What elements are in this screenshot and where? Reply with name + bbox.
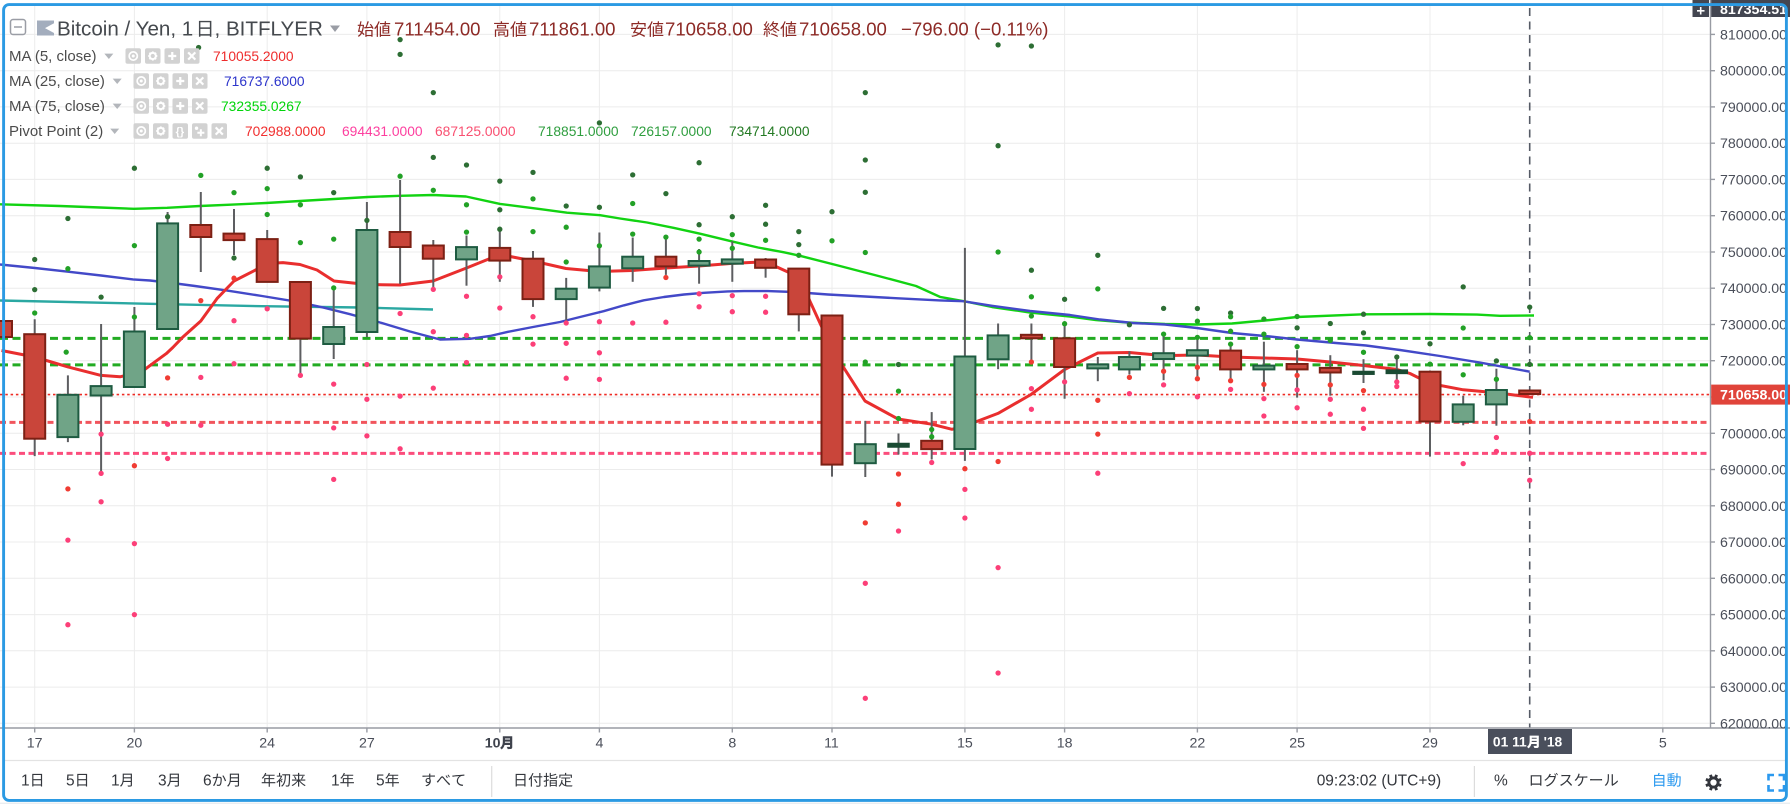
- svg-text:24: 24: [259, 736, 275, 752]
- svg-text:710055.2000: 710055.2000: [213, 49, 294, 64]
- svg-text:3: 3: [158, 773, 167, 790]
- svg-text:15: 15: [957, 736, 973, 752]
- svg-text:760000.00: 760000.00: [1720, 209, 1787, 225]
- svg-text:5: 5: [1659, 736, 1667, 752]
- svg-text:718851.0000: 718851.0000: [538, 124, 619, 139]
- svg-text:687125.0000: 687125.0000: [435, 124, 516, 139]
- svg-text:10: 10: [485, 736, 501, 752]
- svg-text:730000.00: 730000.00: [1720, 318, 1787, 334]
- svg-text:−796.00 (−0.11%): −796.00 (−0.11%): [901, 19, 1048, 40]
- svg-text:29: 29: [1422, 736, 1438, 752]
- svg-text:Bitcoin / Yen, 1: Bitcoin / Yen, 1: [57, 18, 193, 41]
- svg-text:810000.00: 810000.00: [1720, 27, 1787, 43]
- svg-text:630000.00: 630000.00: [1720, 680, 1787, 696]
- svg-text:790000.00: 790000.00: [1720, 100, 1787, 116]
- svg-text:Pivot Point (2): Pivot Point (2): [9, 123, 103, 140]
- svg-text:694431.0000: 694431.0000: [342, 124, 423, 139]
- svg-text:%: %: [1494, 773, 1508, 790]
- svg-text:1: 1: [21, 773, 30, 790]
- svg-text:18: 18: [1057, 736, 1073, 752]
- svg-text:732355.0267: 732355.0267: [221, 99, 302, 114]
- svg-text:20: 20: [127, 736, 143, 752]
- svg-text:780000.00: 780000.00: [1720, 136, 1787, 152]
- svg-text:4: 4: [596, 736, 604, 752]
- svg-text:620000.00: 620000.00: [1720, 716, 1787, 732]
- svg-text:800000.00: 800000.00: [1720, 64, 1787, 80]
- svg-text:6: 6: [203, 773, 212, 790]
- svg-text:740000.00: 740000.00: [1720, 281, 1787, 297]
- svg-text:716737.6000: 716737.6000: [224, 74, 305, 89]
- svg-text:680000.00: 680000.00: [1720, 499, 1787, 515]
- svg-text:650000.00: 650000.00: [1720, 608, 1787, 624]
- svg-text:750000.00: 750000.00: [1720, 245, 1787, 261]
- svg-text:25: 25: [1289, 736, 1305, 752]
- svg-text:640000.00: 640000.00: [1720, 644, 1787, 660]
- svg-text:17: 17: [27, 736, 43, 752]
- svg-text:700000.00: 700000.00: [1720, 426, 1787, 442]
- svg-text:'18: '18: [1544, 735, 1563, 750]
- svg-text:711861.00: 711861.00: [529, 19, 616, 40]
- svg-text:MA (25, close): MA (25, close): [9, 73, 105, 90]
- svg-text:MA (5, close): MA (5, close): [9, 48, 97, 65]
- svg-text:1: 1: [111, 773, 120, 790]
- svg-text:670000.00: 670000.00: [1720, 535, 1787, 551]
- svg-text:8: 8: [728, 736, 736, 752]
- svg-text:22: 22: [1190, 736, 1206, 752]
- svg-text:27: 27: [359, 736, 375, 752]
- svg-text:770000.00: 770000.00: [1720, 172, 1787, 188]
- svg-text:726157.0000: 726157.0000: [631, 124, 712, 139]
- svg-text:01 11: 01 11: [1493, 735, 1527, 750]
- svg-text:5: 5: [376, 773, 385, 790]
- svg-text:711454.00: 711454.00: [394, 19, 481, 40]
- svg-text:710658.00: 710658.00: [1720, 388, 1787, 404]
- svg-text:MA (75, close): MA (75, close): [9, 98, 105, 115]
- svg-text:734714.0000: 734714.0000: [729, 124, 810, 139]
- svg-text:720000.00: 720000.00: [1720, 354, 1787, 370]
- svg-text:09:23:02 (UTC+9): 09:23:02 (UTC+9): [1317, 773, 1442, 790]
- svg-text:{}: {}: [176, 126, 185, 138]
- svg-text:5: 5: [66, 773, 75, 790]
- svg-text:, BITFLYER: , BITFLYER: [215, 18, 323, 41]
- svg-text:660000.00: 660000.00: [1720, 571, 1787, 587]
- svg-text:1: 1: [331, 773, 340, 790]
- svg-text:710658.00: 710658.00: [665, 19, 753, 40]
- svg-text:690000.00: 690000.00: [1720, 463, 1787, 479]
- svg-text:11: 11: [824, 736, 839, 752]
- svg-text:710658.00: 710658.00: [799, 19, 887, 40]
- svg-text:702988.0000: 702988.0000: [245, 124, 326, 139]
